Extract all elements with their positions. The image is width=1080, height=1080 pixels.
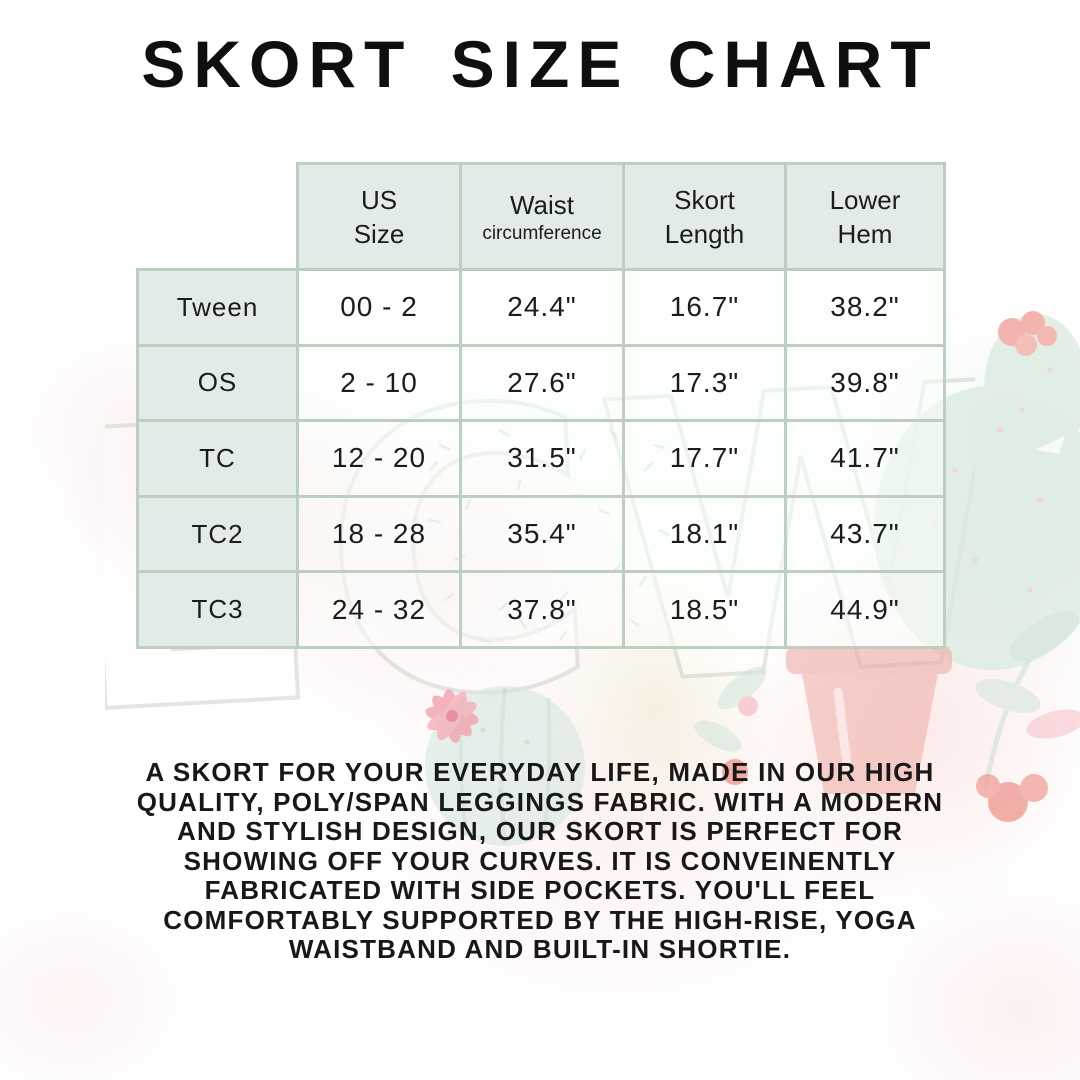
column-header-lower-hem: Lower Hem [784, 162, 946, 271]
header-line: Lower [829, 184, 901, 215]
description-line: COMFORTABLY SUPPORTED BY THE HIGH-RISE, … [163, 904, 917, 935]
cell-us-size: 24 - 32 [296, 570, 462, 649]
cell-lower-hem: 38.2" [784, 268, 946, 347]
description-line: QUALITY, POLY/SPAN LEGGINGS FABRIC. WITH… [136, 786, 944, 817]
cell-waist: 24.4" [459, 268, 625, 347]
description-line: A SKORT FOR YOUR EVERYDAY LIFE, MADE IN … [145, 757, 935, 787]
header-line: US [360, 184, 398, 215]
cell-us-size: 00 - 2 [296, 268, 462, 347]
cell-skort-length: 18.5" [622, 570, 787, 649]
cell-skort-length: 16.7" [622, 268, 787, 347]
header-row: US Size Waist circumference Skort Length… [138, 162, 946, 271]
cell-skort-length: 17.3" [622, 343, 787, 423]
cell-lower-hem: 41.7" [784, 419, 946, 498]
header-line: Waist [509, 189, 575, 220]
cell-us-size: 12 - 20 [296, 419, 462, 498]
header-line: Hem [837, 218, 893, 249]
product-description: A SKORT FOR YOUR EVERYDAY LIFE, MADE IN … [40, 757, 1040, 965]
column-header-skort-length: Skort Length [622, 162, 787, 271]
header-line: Length [664, 218, 745, 249]
row-label-tc2: TC2 [136, 494, 299, 574]
table-row: Tween 00 - 2 24.4" 16.7" 38.2" [136, 268, 946, 347]
page-title: SKORT SIZE CHART [141, 27, 939, 101]
blank-corner-cell [138, 164, 298, 270]
table-row: OS 2 - 10 27.6" 17.3" 39.8" [136, 343, 946, 423]
row-label-tc: TC [136, 419, 299, 498]
table-row: TC2 18 - 28 35.4" 18.1" 43.7" [136, 494, 946, 574]
cell-us-size: 2 - 10 [296, 343, 462, 423]
cell-lower-hem: 44.9" [784, 570, 946, 649]
cell-waist: 31.5" [459, 419, 625, 498]
cell-skort-length: 17.7" [622, 419, 787, 498]
description-line: WAISTBAND AND BUILT-IN SHORTIE. [288, 934, 792, 964]
header-line: Skort [674, 184, 735, 215]
column-header-waist: Waist circumference [459, 162, 625, 271]
description-line: AND STYLISH DESIGN, OUR SKORT IS PERFECT… [177, 816, 903, 846]
header-subline: circumference [482, 222, 602, 244]
table-row: TC 12 - 20 31.5" 17.7" 41.7" [136, 419, 946, 498]
cell-waist: 27.6" [459, 343, 625, 423]
row-label-os: OS [136, 343, 299, 423]
cell-lower-hem: 39.8" [784, 343, 946, 423]
header-line: Size [353, 218, 405, 249]
cell-waist: 35.4" [459, 494, 625, 574]
cell-us-size: 18 - 28 [296, 494, 462, 574]
row-label-tween: Tween [136, 268, 299, 347]
cell-skort-length: 18.1" [622, 494, 787, 574]
row-label-tc3: TC3 [136, 570, 299, 649]
table-row: TC3 24 - 32 37.8" 18.5" 44.9" [136, 570, 946, 649]
cell-lower-hem: 43.7" [784, 494, 946, 574]
size-chart-table: US Size Waist circumference Skort Length… [136, 162, 946, 649]
description-line: SHOWING OFF YOUR CURVES. IT IS CONVEINEN… [183, 845, 897, 876]
cell-waist: 37.8" [459, 570, 625, 649]
description-line: FABRICATED WITH SIDE POCKETS. YOU'LL FEE… [204, 875, 876, 905]
column-header-us-size: US Size [296, 162, 462, 271]
pink-flower-illustration [425, 689, 479, 743]
